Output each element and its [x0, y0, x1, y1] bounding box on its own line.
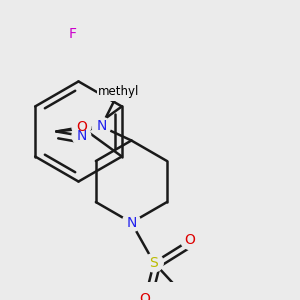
Circle shape: [122, 213, 141, 232]
Text: O: O: [140, 292, 150, 300]
Text: N: N: [126, 216, 136, 230]
Text: methyl: methyl: [98, 85, 140, 98]
Circle shape: [92, 117, 111, 136]
Text: F: F: [69, 27, 77, 41]
Circle shape: [72, 127, 91, 145]
Circle shape: [64, 25, 82, 43]
Text: N: N: [96, 119, 106, 134]
Text: O: O: [76, 120, 87, 134]
Circle shape: [136, 290, 154, 300]
Circle shape: [181, 231, 199, 249]
FancyBboxPatch shape: [98, 81, 140, 101]
Text: O: O: [184, 233, 195, 247]
Circle shape: [72, 118, 91, 136]
Text: S: S: [150, 256, 158, 270]
Circle shape: [145, 253, 163, 272]
Text: N: N: [76, 129, 86, 143]
